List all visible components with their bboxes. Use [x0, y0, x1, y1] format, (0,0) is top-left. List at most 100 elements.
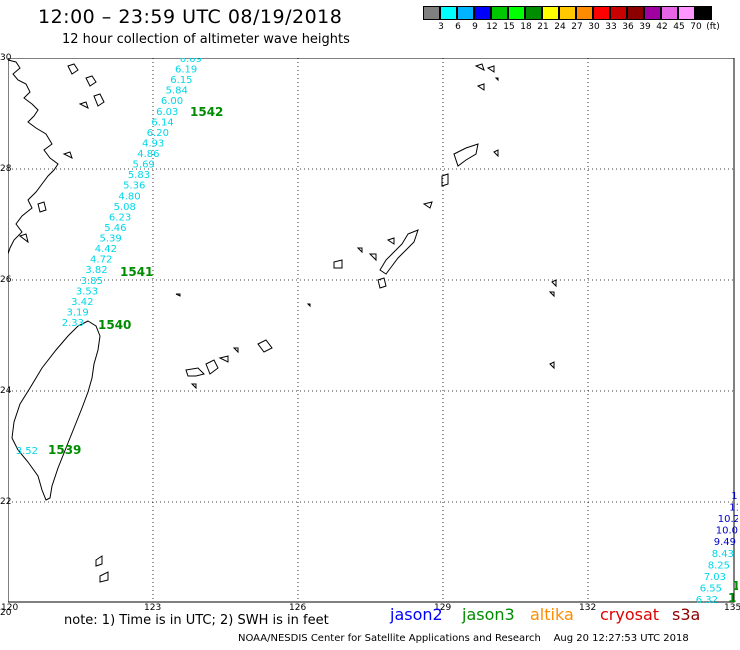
satellite-name: s3a	[672, 605, 701, 624]
amami-oshima	[422, 143, 479, 209]
pass-number-label: 1539	[48, 443, 81, 457]
wave-height-value: 11	[731, 491, 738, 502]
legend-swatch	[423, 6, 440, 20]
altimeter-map: 6.096.196.155.846.006.036.146.204.934.86…	[8, 58, 738, 604]
wave-height-value: 3.52	[16, 446, 38, 457]
legend-swatch	[559, 6, 576, 20]
legend-label: 33	[605, 22, 617, 32]
wave-height-value: 3.85	[81, 276, 103, 287]
wave-height-value: 7.03	[704, 572, 726, 583]
wave-height-value: 5.08	[114, 202, 136, 213]
map-title: 12:00 – 23:59 UTC 08/19/2018	[38, 6, 343, 28]
legend-swatch	[542, 6, 559, 20]
credit-line: NOAA/NESDIS Center for Satellite Applica…	[238, 633, 689, 644]
wave-height-value: 3.19	[66, 307, 88, 318]
legend-swatch	[627, 6, 644, 20]
satellite-name: cryosat	[600, 605, 660, 624]
legend-swatch	[457, 6, 474, 20]
legend-label: 12	[486, 22, 498, 32]
longitude-label: 126	[289, 603, 307, 613]
wave-height-value: 3.53	[76, 286, 98, 297]
legend-label: 36	[622, 22, 634, 32]
wave-height-value: 2.33	[62, 318, 84, 329]
longitude-label: 129	[434, 603, 452, 613]
legend-swatch	[661, 6, 678, 20]
wave-height-value: 5.84	[166, 86, 188, 97]
longitude-label: 135	[724, 603, 740, 613]
taiwan-coast	[11, 320, 101, 501]
legend-swatch	[610, 6, 627, 20]
legend-label: 30	[588, 22, 600, 32]
timestamp: Aug 20 12:27:53 UTC 2018	[553, 633, 689, 644]
wave-height-value: 6.32	[696, 595, 718, 604]
legend-label: 9	[472, 22, 478, 32]
pass-number-label: 1	[728, 591, 736, 604]
latitude-label: 20	[0, 608, 12, 618]
wave-height-value: 9.49	[714, 537, 736, 548]
map-subtitle: 12 hour collection of altimeter wave hei…	[62, 32, 350, 47]
legend-swatch	[576, 6, 593, 20]
wave-height-value: 4.42	[95, 244, 117, 255]
wave-height-value: 6.03	[156, 107, 178, 118]
satellite-name: jason2	[390, 605, 443, 624]
pass-number-label: 1541	[120, 265, 153, 279]
wave-height-value: 6.19	[175, 65, 197, 76]
china-coast	[8, 59, 59, 255]
wave-height-value: 4.72	[90, 255, 112, 266]
latitude-label: 28	[0, 164, 12, 174]
wave-height-value: 5.83	[128, 170, 150, 181]
legend-swatch	[474, 6, 491, 20]
legend-swatch	[508, 6, 525, 20]
legend-label: 27	[571, 22, 583, 32]
latitude-label: 26	[0, 275, 12, 285]
legend-label: 6	[455, 22, 461, 32]
legend-swatch	[695, 6, 712, 20]
wave-height-value: 4.86	[137, 149, 159, 160]
legend-label: 45	[673, 22, 685, 32]
wave-height-value: 6.55	[700, 584, 722, 595]
china-islands-north	[18, 63, 105, 244]
wave-height-value: 5.39	[99, 234, 121, 245]
map-frame	[8, 58, 735, 603]
wave-height-value: 4.93	[142, 138, 164, 149]
wave-height-value: 8.25	[708, 561, 730, 572]
wave-height-value: 3.82	[85, 265, 107, 276]
footnote: note: 1) Time is in UTC; 2) SWH is in fe…	[64, 613, 329, 628]
pass-number-label: 1	[732, 579, 738, 593]
legend-swatch	[678, 6, 695, 20]
legend-swatch	[491, 6, 508, 20]
okinawa-islets	[333, 237, 395, 289]
wave-height-value: 6.23	[109, 212, 131, 223]
legend-label: 24	[554, 22, 566, 32]
wave-height-value: 5.36	[123, 181, 145, 192]
longitude-label: 132	[579, 603, 597, 613]
wave-height-value: 5.46	[104, 223, 126, 234]
misc-dots	[175, 77, 499, 308]
wave-height-value: 6.09	[180, 58, 202, 65]
legend-swatch	[525, 6, 542, 20]
wave-height-value: 6.00	[161, 96, 183, 107]
wave-height-value: 11	[729, 503, 738, 514]
wave-height-value: 6.15	[170, 75, 192, 86]
latitude-label: 24	[0, 386, 12, 396]
legend-label: 3	[438, 22, 444, 32]
legend-swatch	[440, 6, 457, 20]
lat-lon-grid	[8, 58, 734, 602]
legend-label: 42	[656, 22, 668, 32]
coastlines	[8, 59, 557, 583]
wave-height-value: 10.0	[716, 526, 738, 537]
longitude-label: 123	[144, 603, 162, 613]
wave-height-value: 10.2	[718, 514, 738, 525]
satellite-name: altika	[530, 605, 574, 624]
legend-label: 15	[503, 22, 515, 32]
legend-label: 21	[537, 22, 549, 32]
wave-height-value: 5.69	[133, 160, 155, 171]
wave-height-value: 8.43	[712, 549, 734, 560]
yakushima-islets	[474, 63, 499, 158]
legend-label: (ft)	[706, 22, 720, 32]
wave-height-value: 4.80	[118, 191, 140, 202]
wave-height-value: 6.20	[147, 128, 169, 139]
daito-islands	[548, 279, 557, 370]
wave-height-value: 3.42	[71, 297, 93, 308]
wave-height-value: 6.14	[151, 117, 173, 128]
